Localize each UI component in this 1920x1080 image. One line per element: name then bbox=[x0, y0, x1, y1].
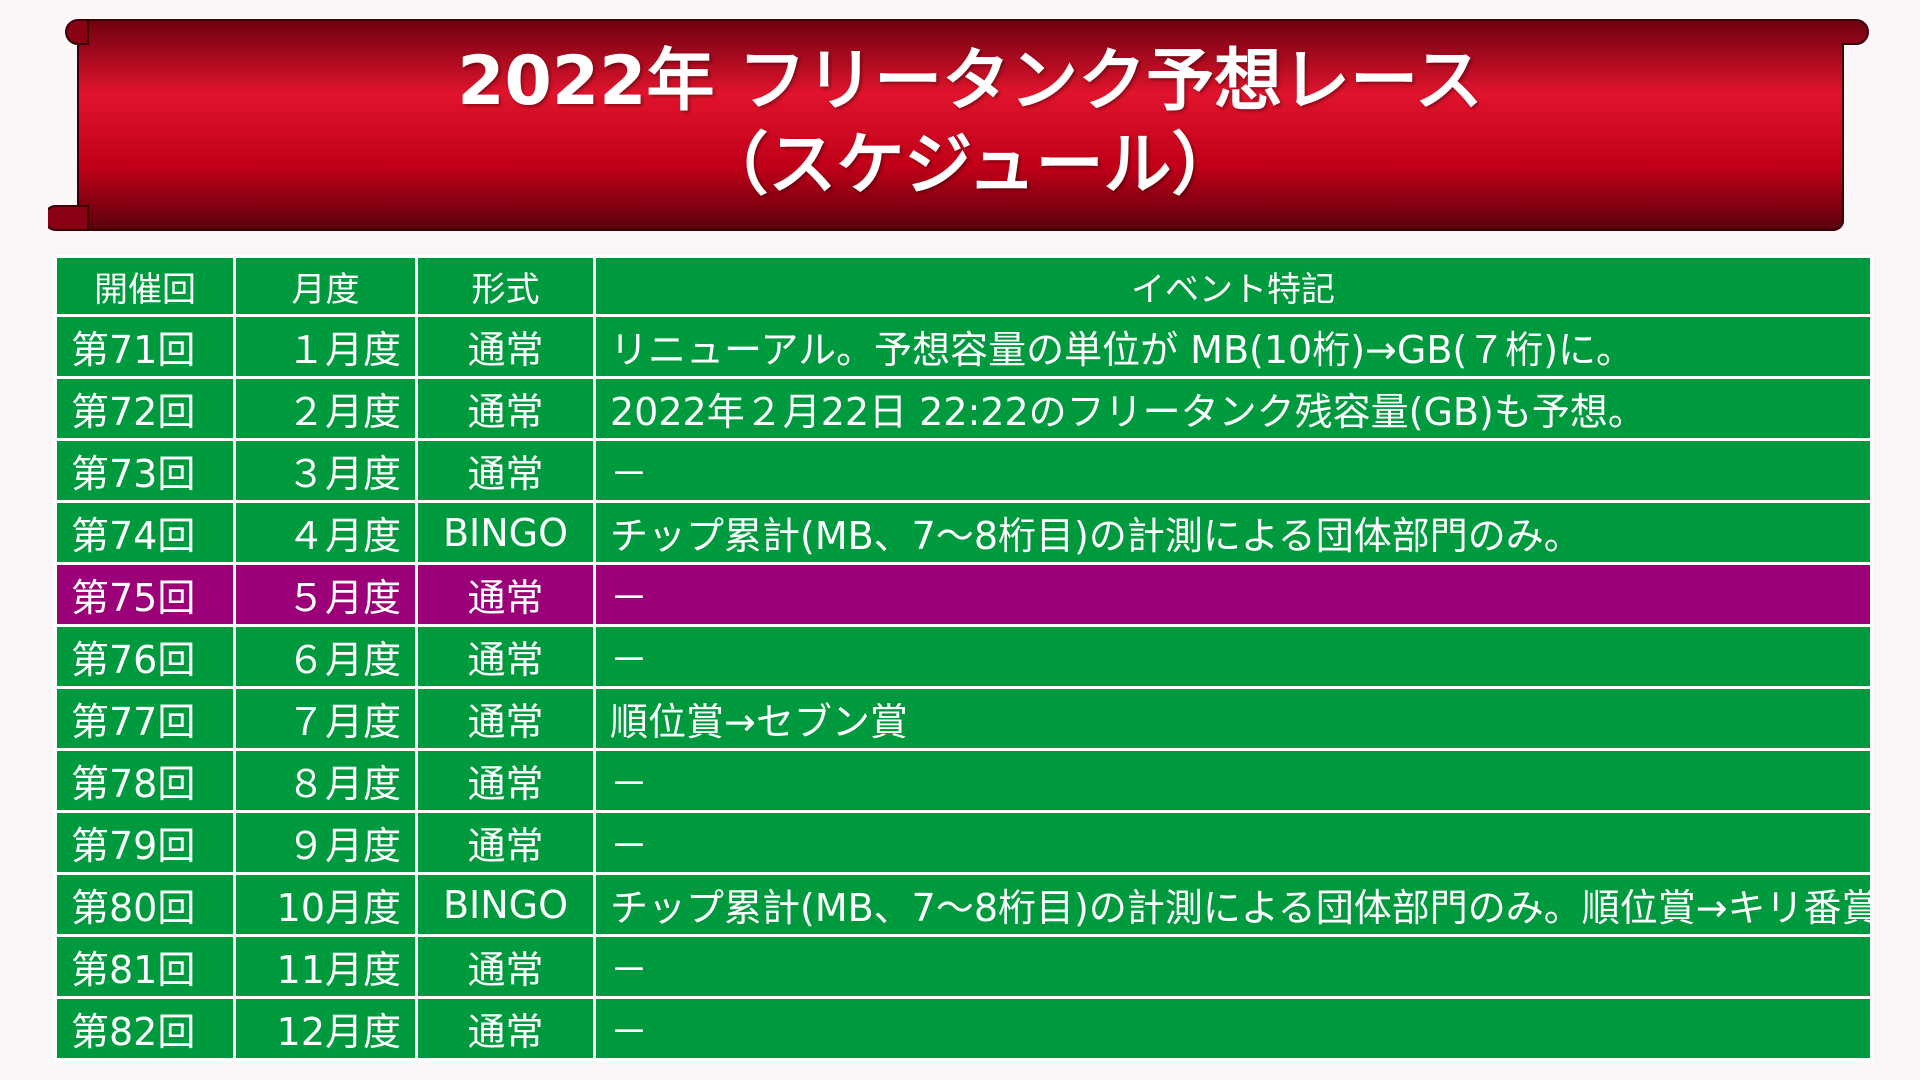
table-cell: 第77回 bbox=[54, 686, 236, 751]
table-cell: 通常 bbox=[415, 624, 596, 689]
table-cell: 通常 bbox=[415, 748, 596, 813]
table-cell: ９月度 bbox=[233, 810, 418, 875]
header-cell: 月度 bbox=[233, 255, 418, 317]
table-row: 第82回 12月度 通常－ bbox=[54, 996, 1873, 1061]
title: 2022年 フリータンク予想レース （スケジュール） bbox=[80, 40, 1860, 208]
table-row: 第77回 ７月度 通常 順位賞→セブン賞 bbox=[54, 686, 1873, 751]
table-cell: 第71回 bbox=[54, 314, 236, 379]
table-cell: 通常 bbox=[415, 934, 596, 999]
table-cell: ３月度 bbox=[233, 438, 418, 503]
table-cell: 通常 bbox=[415, 562, 596, 627]
table-cell: 第79回 bbox=[54, 810, 236, 875]
table-cell: 第74回 bbox=[54, 500, 236, 565]
table-cell: BINGO bbox=[415, 872, 596, 937]
table-cell: － bbox=[593, 996, 1873, 1061]
table-cell: 第75回 bbox=[54, 562, 236, 627]
table-row: 第71回 １月度 通常 リニューアル。予想容量の単位が MB(10桁)→GB(７桁)に… bbox=[54, 314, 1873, 379]
table-cell: － bbox=[593, 934, 1873, 999]
table-cell: 通常 bbox=[415, 686, 596, 751]
table-cell: チップ累計(MB、7～8桁目)の計測による団体部門のみ。 bbox=[593, 500, 1873, 565]
table-cell: 第73回 bbox=[54, 438, 236, 503]
table-cell: － bbox=[593, 810, 1873, 875]
table-cell: 第82回 bbox=[54, 996, 236, 1061]
table-cell: 通常 bbox=[415, 996, 596, 1061]
title-line: 2022年 フリータンク予想レース bbox=[457, 42, 1483, 121]
header-cell: イベント特記 bbox=[593, 255, 1873, 317]
table-cell: ６月度 bbox=[233, 624, 418, 689]
header-cell: 開催回 bbox=[54, 255, 236, 317]
table-row: 第79回 ９月度 通常－ bbox=[54, 810, 1873, 875]
table-cell: 第72回 bbox=[54, 376, 236, 441]
table-row: 第80回 10月度 BINGO チップ累計(MB、7～8桁目)の計測による団体部門のみ… bbox=[54, 872, 1873, 937]
table-cell: 第78回 bbox=[54, 748, 236, 813]
header-row: 開催回 月度 形式 イベント特記 bbox=[54, 255, 1873, 317]
table-row: 第72回 ２月度 通常 2022年２月22日 22:22のフリータンク残容量(GB)も… bbox=[54, 376, 1873, 441]
title-line: （スケジュール） bbox=[700, 126, 1240, 205]
table-cell: 第80回 bbox=[54, 872, 236, 937]
table-cell: 10月度 bbox=[233, 872, 418, 937]
table-cell: 通常 bbox=[415, 438, 596, 503]
table-row: 第76回 ６月度 通常－ bbox=[54, 624, 1873, 689]
header-cell: 形式 bbox=[415, 255, 596, 317]
table-cell: － bbox=[593, 748, 1873, 813]
table-cell: 第76回 bbox=[54, 624, 236, 689]
table-cell: ７月度 bbox=[233, 686, 418, 751]
table-cell: ５月度 bbox=[233, 562, 418, 627]
table-cell: 第81回 bbox=[54, 934, 236, 999]
table-cell: BINGO bbox=[415, 500, 596, 565]
table-cell: － bbox=[593, 624, 1873, 689]
table-row: 第74回 ４月度 BINGO チップ累計(MB、7～8桁目)の計測による団体部門のみ。 bbox=[54, 500, 1873, 565]
table-cell: 通常 bbox=[415, 314, 596, 379]
table-cell: 11月度 bbox=[233, 934, 418, 999]
table-cell: チップ累計(MB、7～8桁目)の計測による団体部門のみ。順位賞→キリ番賞 bbox=[593, 872, 1873, 937]
table-cell: リニューアル。予想容量の単位が MB(10桁)→GB(７桁)に。 bbox=[593, 314, 1873, 379]
table-cell: ８月度 bbox=[233, 748, 418, 813]
table-cell: 通常 bbox=[415, 376, 596, 441]
table-row: 第78回 ８月度 通常－ bbox=[54, 748, 1873, 813]
table-cell: ４月度 bbox=[233, 500, 418, 565]
table-cell: 2022年２月22日 22:22のフリータンク残容量(GB)も予想。 bbox=[593, 376, 1873, 441]
table-cell: 順位賞→セブン賞 bbox=[593, 686, 1873, 751]
title-banner bbox=[48, 19, 1869, 232]
table-cell: 通常 bbox=[415, 810, 596, 875]
table-cell: － bbox=[593, 562, 1873, 627]
table-cell: 12月度 bbox=[233, 996, 418, 1061]
table-cell: １月度 bbox=[233, 314, 418, 379]
table-row: 第73回 ３月度 通常－ bbox=[54, 438, 1873, 503]
table-cell: － bbox=[593, 438, 1873, 503]
table-row: 第75回 ５月度 通常－ bbox=[54, 562, 1873, 627]
table-row: 第81回 11月度 通常－ bbox=[54, 934, 1873, 999]
table-cell: ２月度 bbox=[233, 376, 418, 441]
schedule-table: 開催回 月度 形式 イベント特記 第71回 １月度 通常 リニューアル。予想容量の単位が M… bbox=[54, 255, 1873, 1061]
